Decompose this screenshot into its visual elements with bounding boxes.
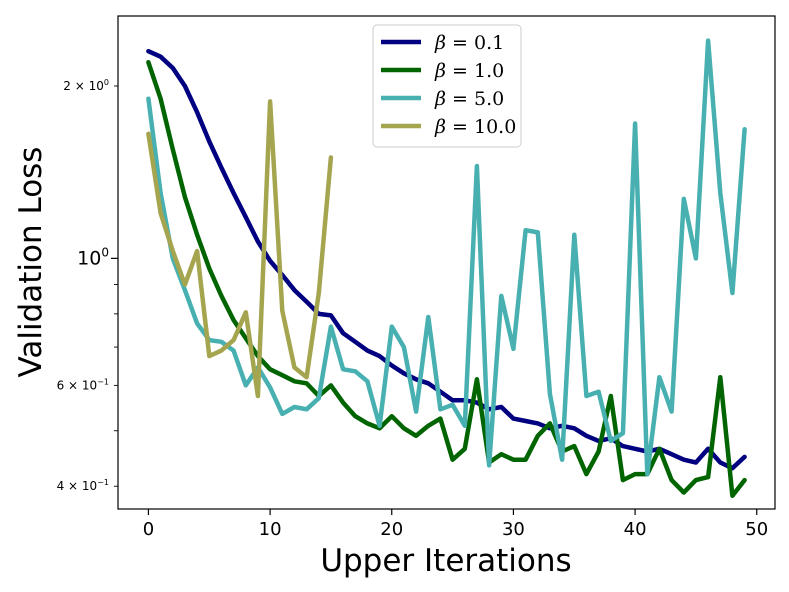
legend-symbol: β bbox=[434, 60, 446, 82]
y-tick-base: 10 bbox=[82, 479, 97, 493]
plot-lines bbox=[146, 38, 747, 498]
y-tick-base: 10 bbox=[89, 79, 104, 93]
x-tick-label: 10 bbox=[259, 519, 282, 540]
y-axis-title: Validation Loss bbox=[13, 147, 49, 378]
x-tick-label: 20 bbox=[380, 519, 403, 540]
y-tick-mantissa: 4 × bbox=[57, 479, 82, 493]
x-tick-label: 0 bbox=[143, 519, 154, 540]
legend-symbol: β bbox=[434, 88, 446, 110]
legend-value: = 0.1 bbox=[446, 32, 504, 54]
legend-label-2: β = 5.0 bbox=[434, 88, 504, 110]
legend-label-3: β = 10.0 bbox=[434, 116, 516, 138]
y-tick-base: 10 bbox=[77, 247, 101, 269]
y-tick-mantissa: 2 × bbox=[63, 79, 88, 93]
series-line-3 bbox=[146, 99, 334, 399]
y-tick-exponent: 0 bbox=[104, 78, 109, 87]
legend-symbol: β bbox=[434, 116, 446, 138]
legend-value: = 1.0 bbox=[446, 60, 504, 82]
x-axis: 0 10 20 30 40 50 bbox=[143, 509, 768, 540]
x-tick-label: 30 bbox=[502, 519, 525, 540]
legend-label-0: β = 0.1 bbox=[434, 32, 504, 54]
y-tick-exponent: −1 bbox=[97, 478, 109, 487]
y-tick-label: 100 bbox=[77, 245, 109, 269]
series-line-2 bbox=[146, 38, 747, 477]
legend-value: = 5.0 bbox=[446, 88, 504, 110]
y-tick-base: 10 bbox=[82, 378, 97, 392]
y-tick-mantissa: 6 × bbox=[57, 378, 82, 392]
x-axis-title: Upper Iterations bbox=[320, 543, 571, 579]
legend-value: = 10.0 bbox=[446, 116, 516, 138]
x-tick-label: 40 bbox=[624, 519, 647, 540]
x-tick-label: 50 bbox=[745, 519, 768, 540]
y-tick-label: 2 × 100 bbox=[63, 78, 109, 93]
legend-box bbox=[372, 24, 522, 148]
plot-frame bbox=[117, 15, 776, 510]
y-tick-label: 6 × 10−1 bbox=[57, 377, 109, 392]
legend-label-1: β = 1.0 bbox=[434, 60, 504, 82]
y-tick-exponent: 0 bbox=[101, 245, 109, 259]
legend: β = 0.1β = 1.0β = 5.0β = 10.0 bbox=[372, 24, 522, 148]
y-tick-exponent: −1 bbox=[97, 377, 109, 386]
legend-symbol: β bbox=[434, 32, 446, 54]
y-tick-label: 4 × 10−1 bbox=[57, 478, 109, 493]
